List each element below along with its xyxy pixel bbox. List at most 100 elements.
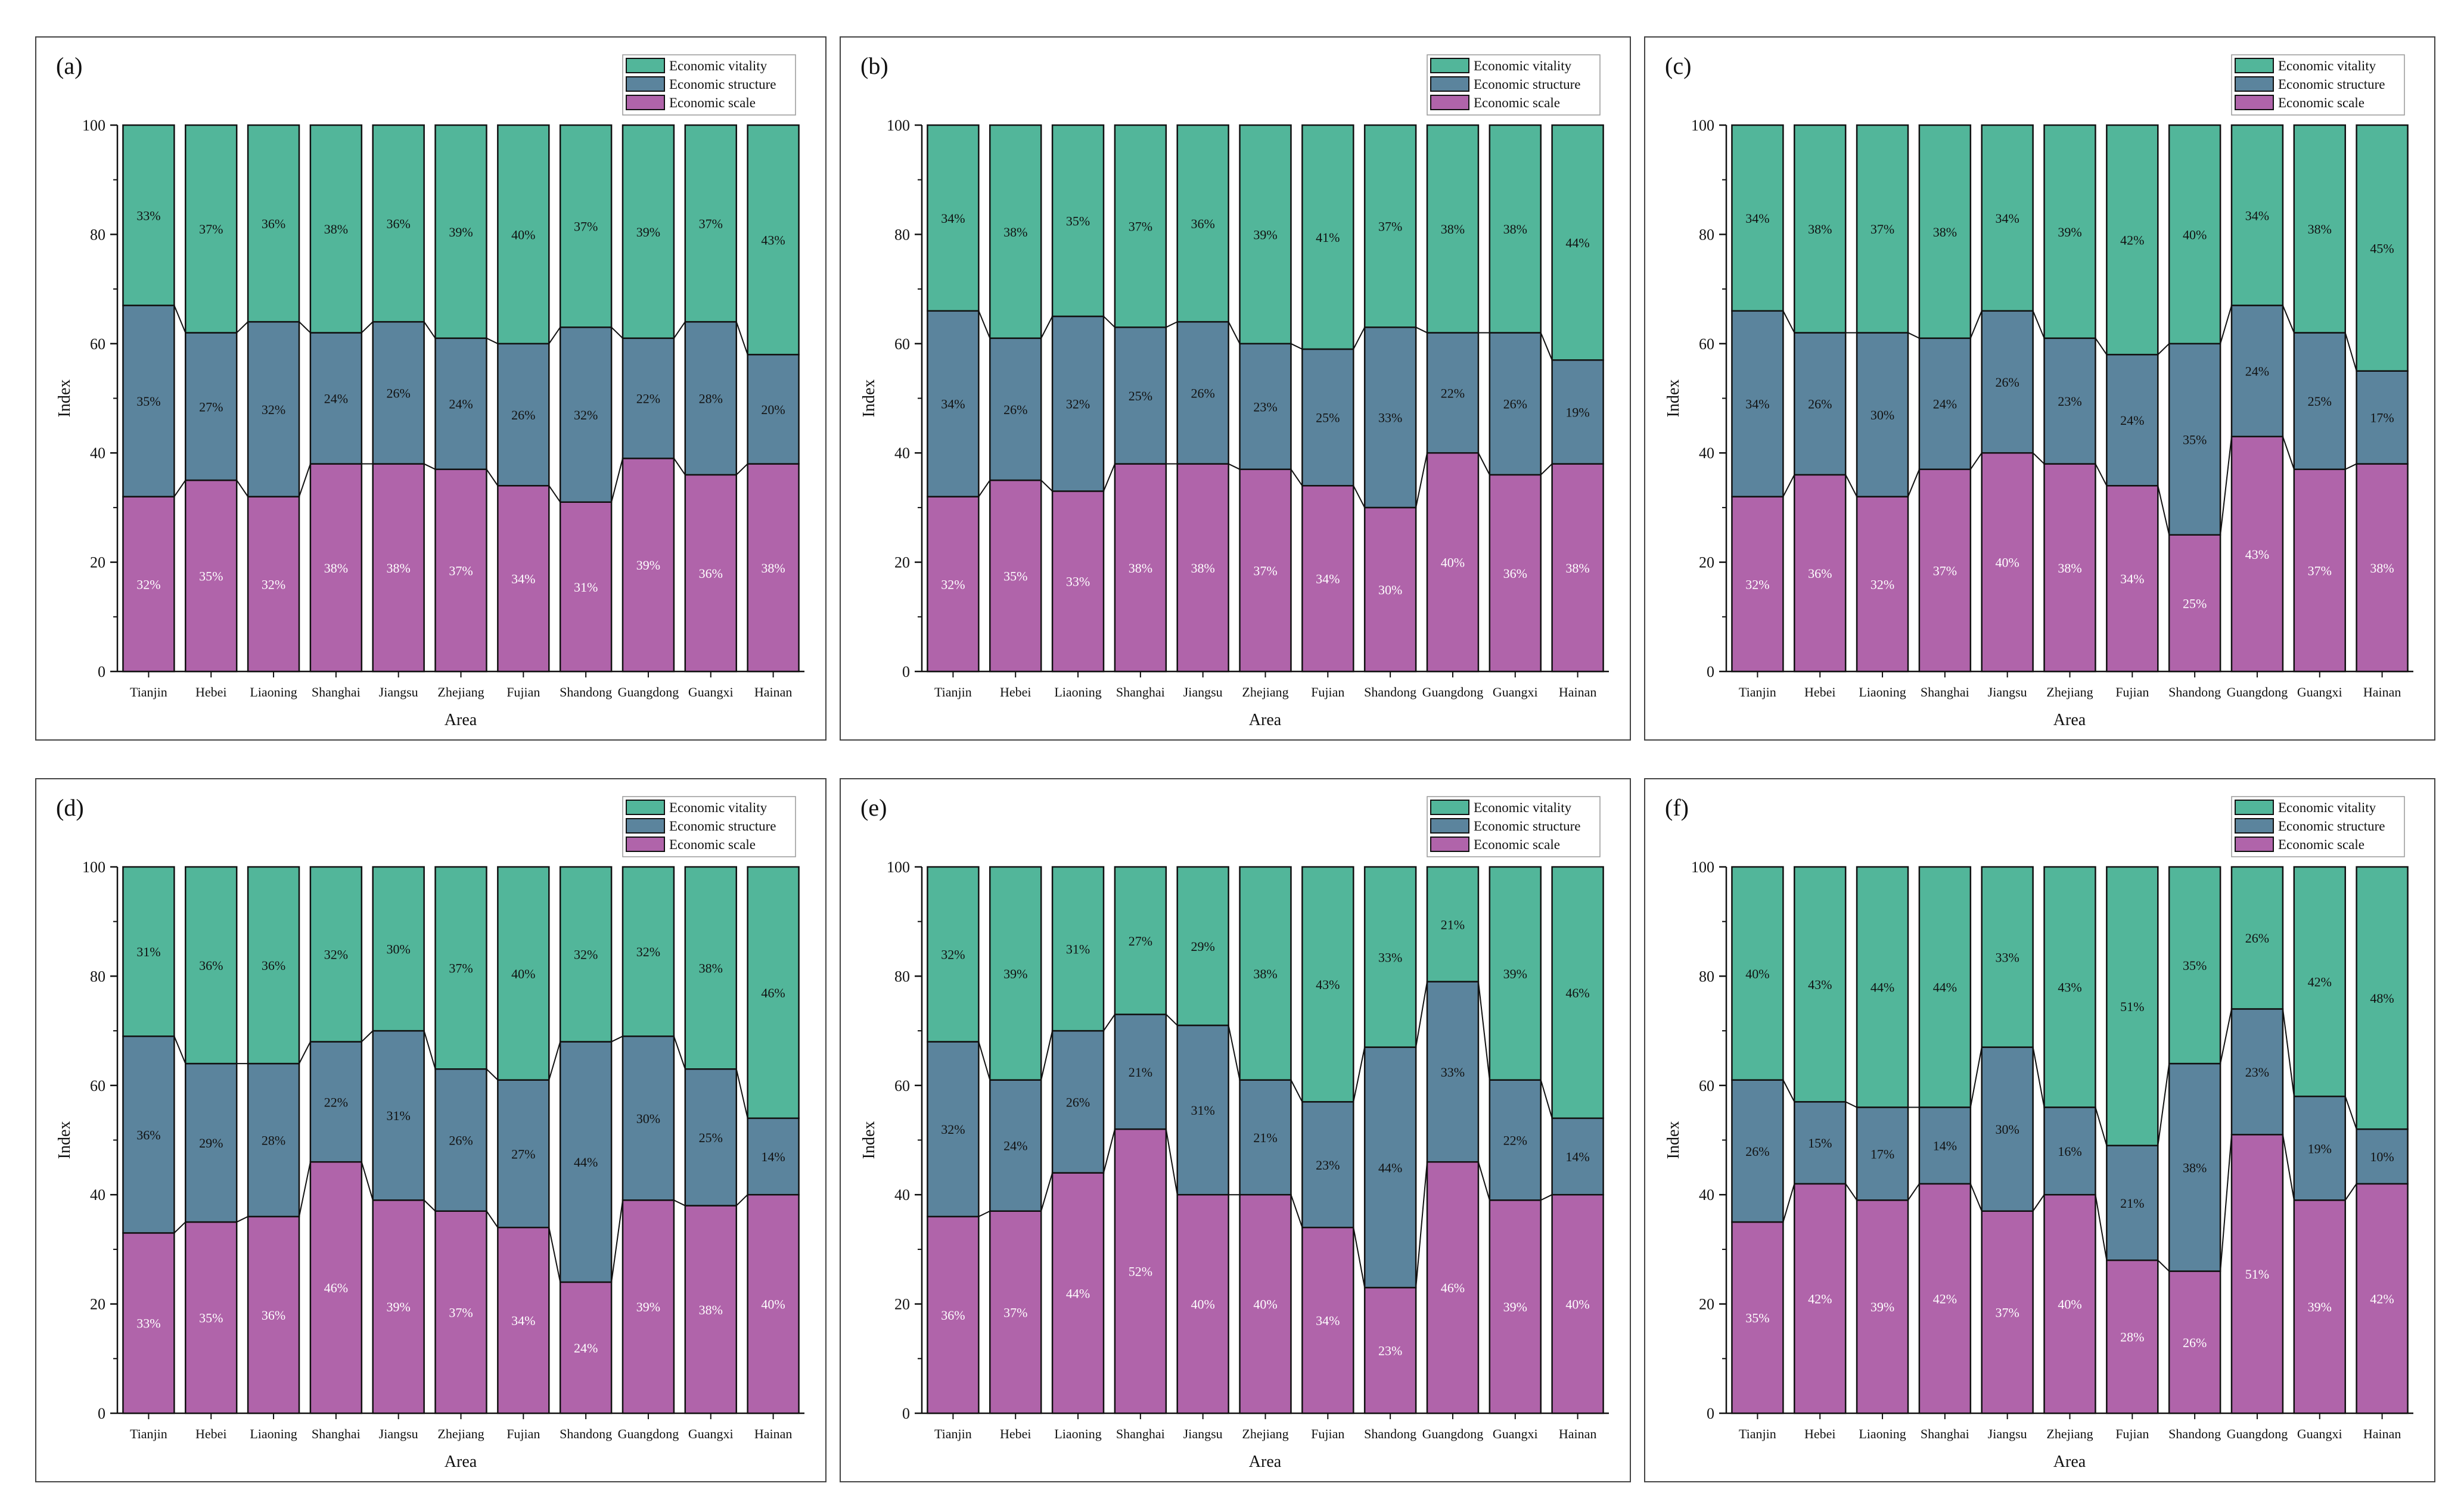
bar-segment-economic-scale <box>309 463 363 673</box>
bar-segment-economic-scale <box>1176 1193 1229 1414</box>
panel-label: (a) <box>56 52 82 79</box>
stack-connector <box>361 321 374 334</box>
bar-segment-economic-scale <box>1551 1193 1604 1414</box>
data-label: 26% <box>1191 385 1215 400</box>
legend-swatch-economic-scale <box>2235 95 2274 110</box>
x-tick-label: Shandong <box>2168 1426 2221 1441</box>
bar-segment-economic-vitality <box>372 866 425 1032</box>
bar-segment-economic-vitality <box>1489 124 1542 334</box>
stack-connector <box>2157 343 2170 355</box>
legend-swatch-economic-scale <box>1430 837 1469 852</box>
stack-connector <box>1969 1047 1983 1108</box>
data-label: 17% <box>1870 1146 1894 1161</box>
x-tick-label: Guangxi <box>2297 1426 2342 1441</box>
bar-segment-economic-scale <box>2293 1199 2346 1414</box>
y-tick-label: 100 <box>1691 117 1714 134</box>
data-label: 32% <box>1745 577 1769 592</box>
bar-segment-economic-vitality <box>1731 866 1784 1081</box>
stack-connector <box>2157 1260 2170 1272</box>
data-label: 24% <box>574 1341 598 1355</box>
bar-segment-economic-vitality <box>559 866 613 1043</box>
data-label: 21% <box>1253 1130 1277 1145</box>
data-label: 37% <box>1003 1305 1027 1320</box>
data-label: 31% <box>387 1108 411 1123</box>
data-label: 24% <box>2245 364 2269 379</box>
legend-swatch-economic-structure <box>2235 818 2274 834</box>
stack-connector <box>548 485 561 503</box>
bar-segment-economic-scale <box>1856 496 1909 673</box>
y-tick-label: 60 <box>90 1077 105 1094</box>
bar-segment-economic-vitality <box>2293 866 2346 1097</box>
x-tick-label: Shandong <box>1364 1426 1416 1441</box>
x-tick-label: Guangdong <box>1422 1426 1484 1441</box>
data-label: 35% <box>2183 432 2207 447</box>
data-label: 37% <box>1253 563 1277 578</box>
x-tick-label: Guangxi <box>688 1426 734 1441</box>
bar-segment-economic-vitality <box>1489 866 1542 1081</box>
bar-segment-economic-structure <box>497 1079 550 1229</box>
legend-label: Economic structure <box>2278 77 2385 92</box>
bar-segment-economic-structure <box>1239 1079 1292 1196</box>
x-tick-label: Zhejiang <box>1242 1426 1288 1441</box>
y-tick-label: 0 <box>1707 663 1714 680</box>
stack-connector <box>1353 1047 1366 1102</box>
y-axis-title: Index <box>55 1121 74 1159</box>
data-label: 40% <box>511 227 535 242</box>
data-label: 25% <box>699 1130 723 1145</box>
data-label: 27% <box>199 399 223 414</box>
stack-connector <box>1970 452 1983 470</box>
bar-segment-economic-structure <box>2356 370 2409 465</box>
bar-segment-economic-vitality <box>2356 124 2409 372</box>
bar-segment-economic-structure <box>247 321 300 497</box>
legend-label: Economic structure <box>1474 819 1580 834</box>
bar-segment-economic-vitality <box>1426 124 1480 334</box>
data-label: 34% <box>1745 211 1769 226</box>
bar-segment-economic-vitality <box>2106 866 2159 1146</box>
bar-segment-economic-vitality <box>747 124 800 356</box>
data-label: 38% <box>1933 225 1957 240</box>
stack-connector <box>2095 1195 2108 1261</box>
data-label: 44% <box>574 1155 598 1170</box>
x-tick-label: Liaoning <box>1859 685 1906 699</box>
legend-label: Economic scale <box>669 95 756 110</box>
data-label: 40% <box>1191 1297 1215 1312</box>
bar-segment-economic-vitality <box>122 866 175 1037</box>
stack-connector <box>173 1221 186 1234</box>
data-label: 24% <box>324 391 348 406</box>
bar-segment-economic-scale <box>1918 1183 1972 1414</box>
bar-segment-economic-vitality <box>434 866 487 1070</box>
data-label: 32% <box>574 408 598 422</box>
stack-connector <box>2157 485 2170 535</box>
stack-connector <box>548 1041 561 1080</box>
bar-segment-economic-structure <box>1301 1101 1354 1229</box>
data-label: 39% <box>636 225 660 240</box>
data-label: 32% <box>1066 397 1090 412</box>
stack-connector <box>173 1036 187 1064</box>
stack-connector <box>1103 316 1116 328</box>
data-label: 30% <box>636 1111 660 1126</box>
y-tick-label: 20 <box>1699 1296 1714 1313</box>
data-label: 42% <box>2370 1291 2394 1306</box>
data-label: 34% <box>941 211 965 226</box>
bar-segment-economic-scale <box>1239 1193 1292 1414</box>
stack-connector <box>1353 485 1366 508</box>
data-label: 33% <box>1378 411 1402 425</box>
stack-connector <box>1103 1128 1116 1173</box>
stack-connector <box>1166 321 1178 328</box>
x-tick-label: Shandong <box>1364 685 1416 699</box>
data-label: 32% <box>941 1122 965 1137</box>
data-label: 36% <box>1808 566 1832 581</box>
data-label: 38% <box>2183 1160 2207 1175</box>
data-label: 36% <box>262 216 285 231</box>
bar-segment-economic-vitality <box>2168 866 2221 1065</box>
bar-segment-economic-vitality <box>497 866 550 1081</box>
bar-segment-economic-structure <box>1731 310 1784 497</box>
bar-segment-economic-scale <box>747 1193 800 1414</box>
x-tick-label: Hebei <box>195 685 227 699</box>
stack-connector <box>299 1161 311 1217</box>
data-label: 37% <box>1129 219 1152 234</box>
x-tick-label: Liaoning <box>250 1426 297 1441</box>
chart-panel-f: (f) 0 20 40 60 80 100 Area Index 35% 42% 39% 42% 37% 4… <box>1644 778 2435 1482</box>
data-label: 27% <box>1129 934 1152 949</box>
